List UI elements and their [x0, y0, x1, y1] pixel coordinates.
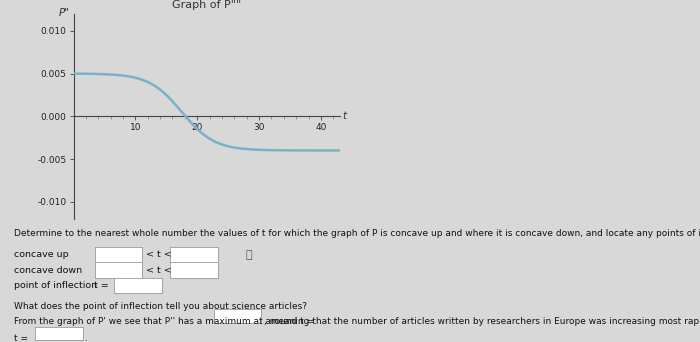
Text: point of inflection: point of inflection [14, 281, 97, 290]
Text: < t <: < t < [146, 266, 172, 275]
Text: From the graph of P' we see that P'' has a maximum at around t =: From the graph of P' we see that P'' has… [14, 317, 314, 326]
Text: , meaning that the number of articles written by researchers in Europe was incre: , meaning that the number of articles wr… [264, 317, 700, 326]
Text: .: . [85, 334, 88, 342]
Text: P": P" [59, 8, 70, 18]
Text: concave down: concave down [14, 266, 82, 275]
Text: t =: t = [94, 281, 109, 290]
Text: ⓘ: ⓘ [245, 250, 252, 260]
Text: t =: t = [14, 334, 28, 342]
Text: concave up: concave up [14, 250, 69, 259]
Text: t: t [342, 111, 346, 121]
Text: Determine to the nearest whole number the values of t for which the graph of P i: Determine to the nearest whole number th… [14, 229, 700, 238]
Text: What does the point of inflection tell you about science articles?: What does the point of inflection tell y… [14, 302, 307, 311]
Text: < t <: < t < [146, 250, 172, 259]
Title: Graph of P"": Graph of P"" [172, 0, 241, 10]
